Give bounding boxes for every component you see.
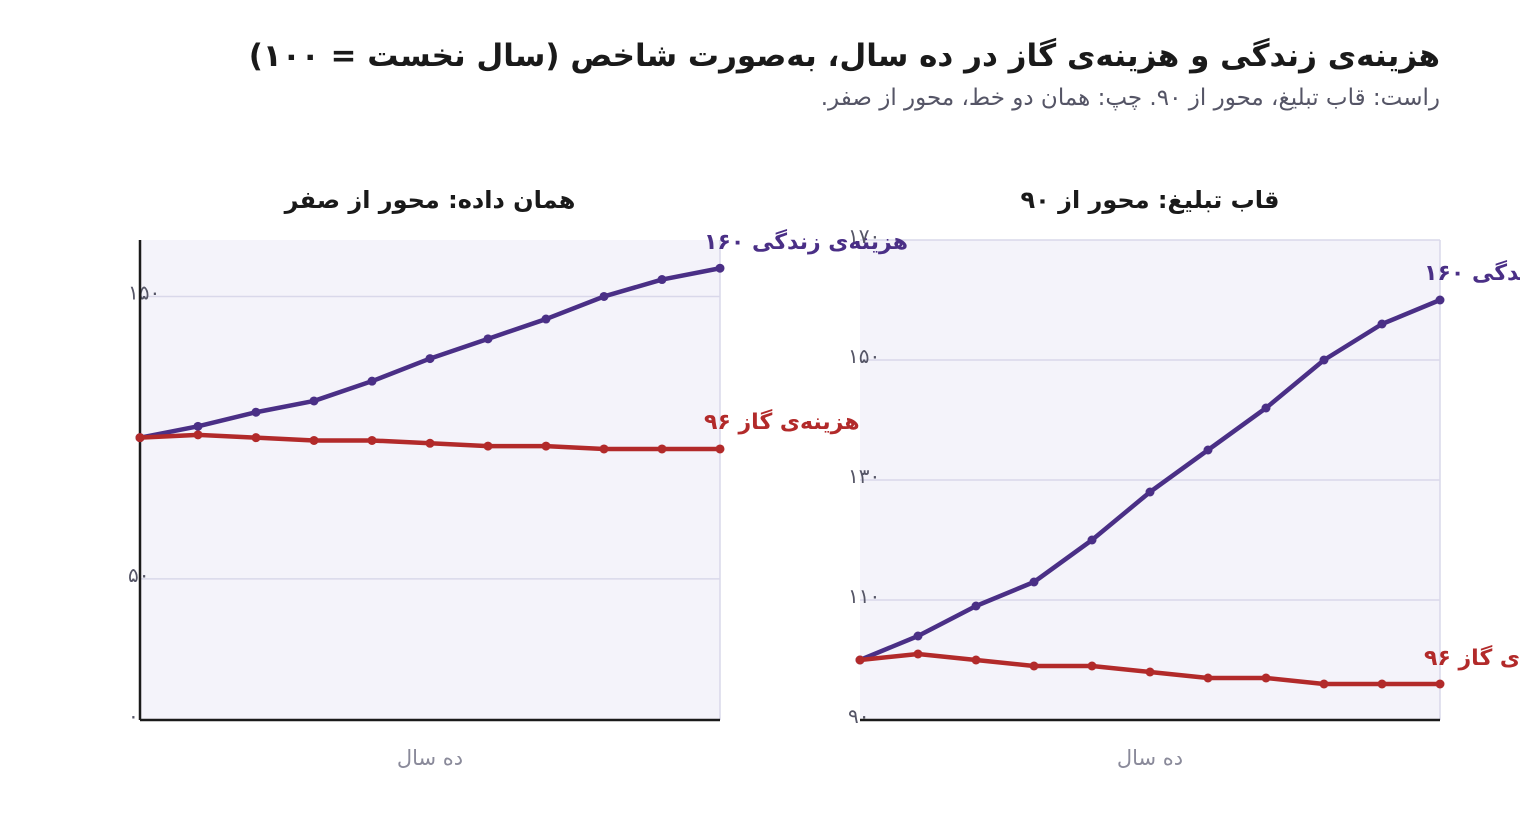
chart-header: هزینه‌ی زندگی و هزینه‌ی گاز در ده سال، ب… — [140, 38, 1440, 113]
right-y-tick-label: ۱۱۰ — [848, 584, 880, 608]
right-data-point-gas — [1435, 679, 1445, 689]
left-data-point-cost-of-living — [251, 407, 261, 417]
left-data-point-cost-of-living — [367, 376, 377, 386]
right-series-label-gas: هزینه‌ی گاز ۹۶ — [1424, 644, 1520, 671]
right-panel-title: قاب تبلیغ: محور از ۹۰ — [1020, 186, 1280, 214]
left-y-tick-label: ۵۰ — [128, 563, 149, 587]
right-data-point-cost-of-living — [1377, 319, 1387, 329]
left-plot-area — [140, 240, 720, 720]
right-y-tick-label: ۱۵۰ — [848, 344, 880, 368]
right-y-tick-label: ۱۳۰ — [848, 464, 880, 488]
right-x-axis-label: ده سال — [1117, 746, 1183, 770]
left-data-point-cost-of-living — [599, 291, 609, 301]
right-data-point-cost-of-living — [1203, 445, 1213, 455]
left-x-axis-label: ده سال — [397, 746, 463, 770]
left-data-point-gas — [425, 438, 435, 448]
left-data-point-cost-of-living — [193, 421, 203, 431]
right-data-point-gas — [913, 649, 923, 659]
left-series-label-cost-of-living: هزینه‌ی زندگی ۱۶۰ — [704, 228, 908, 255]
right-data-point-gas — [855, 655, 865, 665]
right-data-point-gas — [1319, 679, 1329, 689]
page-title: هزینه‌ی زندگی و هزینه‌ی گاز در ده سال، ب… — [248, 38, 1440, 74]
left-data-point-gas — [367, 435, 377, 445]
left-data-point-cost-of-living — [715, 263, 725, 273]
left-y-tick-label: ۰ — [128, 704, 139, 728]
left-y-tick-label: ۱۵۰ — [128, 280, 160, 304]
right-data-point-cost-of-living — [913, 631, 923, 641]
right-y-tick-label: ۹۰ — [848, 704, 869, 728]
right-data-point-cost-of-living — [1145, 487, 1155, 497]
left-data-point-cost-of-living — [541, 314, 551, 324]
left-data-point-cost-of-living — [425, 354, 435, 364]
right-series-label-cost-of-living: هزینه‌ی زندگی ۱۶۰ — [1424, 259, 1520, 286]
right-data-point-gas — [971, 655, 981, 665]
right-data-point-cost-of-living — [1029, 577, 1039, 587]
right-data-point-cost-of-living — [1435, 295, 1445, 305]
left-data-point-gas — [251, 433, 261, 443]
right-data-point-cost-of-living — [1261, 403, 1271, 413]
left-data-point-cost-of-living — [483, 334, 493, 344]
right-data-point-gas — [1203, 673, 1213, 683]
right-data-point-cost-of-living — [1319, 355, 1329, 365]
right-data-point-gas — [1029, 661, 1039, 671]
right-data-point-cost-of-living — [1087, 535, 1097, 545]
left-data-point-cost-of-living — [309, 396, 319, 406]
left-data-point-gas — [657, 444, 667, 454]
left-data-point-gas — [193, 430, 203, 440]
left-panel-title: همان داده: محور از صفر — [284, 186, 576, 214]
left-data-point-gas — [135, 433, 145, 443]
left-data-point-gas — [715, 444, 725, 454]
left-data-point-gas — [599, 444, 609, 454]
page-subtitle: راست: قاب تبلیغ، محور از ۹۰. چپ: همان دو… — [820, 85, 1440, 112]
right-data-point-gas — [1261, 673, 1271, 683]
left-data-point-cost-of-living — [657, 275, 667, 285]
left-data-point-gas — [483, 441, 493, 451]
right-y-tick-label: ۱۷۰ — [848, 224, 880, 248]
left-data-point-gas — [309, 435, 319, 445]
right-data-point-gas — [1145, 667, 1155, 677]
left-data-point-gas — [541, 441, 551, 451]
right-data-point-cost-of-living — [971, 601, 981, 611]
left-series-label-gas: هزینه‌ی گاز ۹۶ — [704, 408, 860, 435]
right-data-point-gas — [1087, 661, 1097, 671]
right-data-point-gas — [1377, 679, 1387, 689]
